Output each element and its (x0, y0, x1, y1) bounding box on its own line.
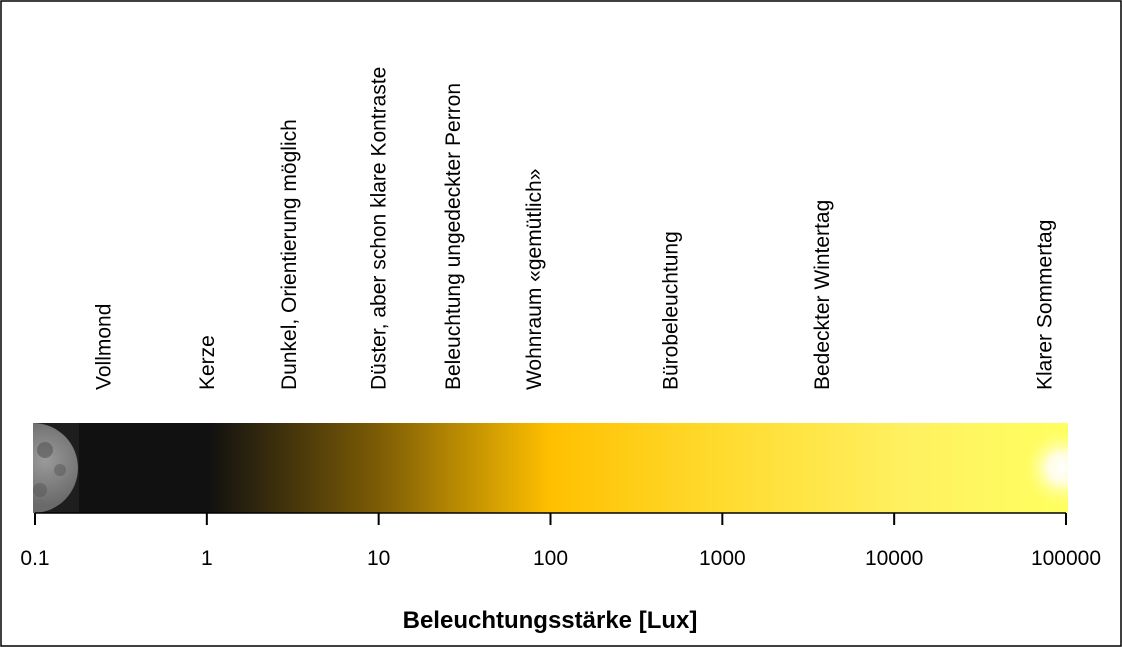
annotation-label: Düster, aber schon klare Kontraste (368, 67, 391, 390)
x-tick-label: 10 (367, 547, 390, 570)
annotation-label: Vollmond (92, 304, 115, 390)
x-tick-label: 100000 (1031, 547, 1101, 570)
annotation-label: Bürobeleuchtung (660, 231, 683, 390)
annotation-label: Beleuchtung ungedeckter Perron (442, 83, 465, 390)
x-tick-label: 0.1 (20, 547, 49, 570)
moon-icon (33, 423, 79, 513)
annotation-label: Bedeckter Wintertag (811, 200, 834, 390)
x-tick-label: 1000 (699, 547, 746, 570)
axis-label: Beleuchtungsstärke [Lux] (403, 607, 698, 634)
annotation-label: Kerze (196, 335, 219, 390)
x-tick-label: 1 (201, 547, 213, 570)
sun-glow (1000, 423, 1068, 513)
x-tick-label: 100 (533, 547, 568, 570)
scale-bar (33, 423, 1068, 513)
annotation-label: Klarer Sommertag (1034, 220, 1057, 390)
annotation-label: Dunkel, Orientierung möglich (278, 119, 301, 390)
x-tick-label: 10000 (865, 547, 923, 570)
annotation-label: Wohnraum «gemütlich» (523, 169, 546, 390)
